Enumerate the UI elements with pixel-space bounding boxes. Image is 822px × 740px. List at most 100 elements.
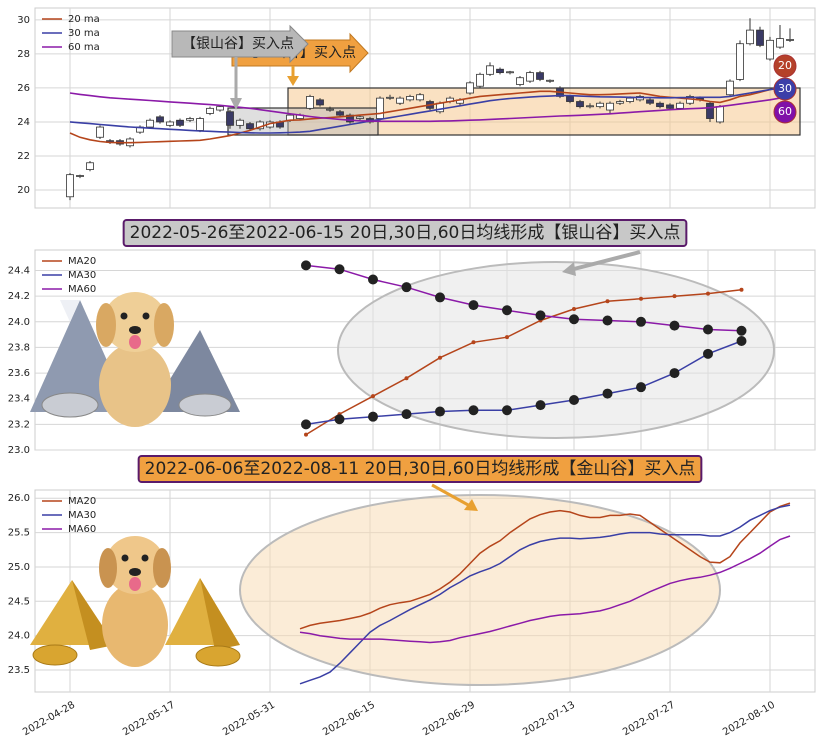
y-tick-label: 28 [17, 49, 30, 60]
y-tick-label: 25.0 [8, 562, 30, 573]
candle-body [406, 96, 414, 101]
ingot [195, 645, 241, 667]
point [401, 409, 412, 420]
y-tick-label: 24.2 [8, 291, 30, 302]
candle-body [666, 104, 674, 109]
dog-ear [96, 303, 116, 347]
candle-body [416, 94, 424, 101]
point [435, 406, 445, 417]
point [301, 419, 311, 430]
y-tick-label: 23.8 [8, 342, 30, 353]
ma-line [305, 288, 742, 436]
point [669, 320, 680, 331]
snow [60, 300, 80, 322]
y-tick-label: 23.4 [8, 394, 30, 405]
badge-label: 60 [778, 105, 792, 118]
candle-body [546, 79, 554, 82]
point [669, 368, 680, 379]
candle-body [736, 43, 744, 80]
y-tick-label: 22 [17, 151, 30, 162]
point [502, 305, 512, 316]
candle-body [186, 118, 194, 121]
ma-line [299, 535, 791, 644]
dog-eye [121, 554, 129, 562]
candle-body [656, 102, 664, 108]
candle-body [336, 111, 344, 116]
arrow-head [230, 98, 242, 110]
point [334, 264, 345, 275]
y-tick-label: 30 [17, 15, 30, 26]
candle-body [96, 126, 104, 138]
candle-body [216, 106, 224, 111]
y-tick-label: 23.2 [8, 419, 30, 430]
point [401, 282, 412, 293]
pyramid-side [200, 578, 240, 650]
candle-body [616, 101, 624, 104]
dog-tongue [129, 577, 141, 591]
point [605, 299, 610, 304]
point [569, 314, 579, 325]
highlight-ellipse [239, 494, 721, 686]
candle-body [436, 102, 444, 113]
ma-line [305, 340, 742, 426]
y-tick-label: 24.0 [8, 631, 30, 642]
data-layer [66, 18, 794, 685]
dog-eye [120, 312, 128, 320]
point [736, 325, 747, 336]
dog-ear [154, 303, 174, 347]
mountain [150, 330, 240, 412]
dog-eye [141, 554, 149, 562]
candle-body [236, 119, 244, 126]
candle-body [226, 111, 234, 126]
dog-nose [129, 568, 141, 576]
badge-label: 30 [778, 82, 792, 95]
point [636, 316, 646, 327]
ma-line [69, 86, 791, 134]
dog-body [99, 343, 171, 427]
candle-body [606, 102, 614, 111]
candle-body [786, 39, 794, 41]
dog-head [103, 292, 167, 352]
point [636, 382, 646, 393]
candle-body [166, 121, 174, 126]
ma-line [299, 504, 791, 685]
legend-label: MA20 [68, 496, 96, 507]
y-tick-label: 26.0 [8, 493, 30, 504]
point [301, 260, 311, 271]
candle-body [206, 107, 214, 114]
candle-body [356, 116, 364, 119]
candle-body [776, 38, 784, 48]
candle-body [506, 71, 514, 74]
candle-body [246, 123, 254, 130]
candle-body [746, 29, 754, 45]
dog-tongue [129, 335, 141, 349]
y-tick-label: 24.4 [8, 266, 30, 277]
point [334, 414, 345, 425]
legend-label: MA30 [68, 270, 96, 281]
candle-body [66, 174, 74, 198]
candle-body [486, 65, 494, 75]
ma-line [69, 92, 791, 123]
ma-line [305, 264, 742, 332]
panel-title: 2022-06-06至2022-08-11 20日,30日,60日均线形成【金山… [145, 459, 696, 479]
point [468, 300, 479, 311]
candle-body [626, 97, 634, 102]
candle-body [596, 102, 604, 108]
point [304, 432, 308, 437]
candle-body [496, 68, 504, 74]
badge-label: 20 [778, 59, 792, 72]
y-tick-label: 23.5 [8, 665, 30, 676]
point [371, 394, 375, 399]
dog-head [105, 536, 165, 594]
candle-body [766, 39, 774, 60]
candle-body [176, 119, 184, 126]
ma-line [299, 502, 791, 630]
candle-body [196, 118, 204, 131]
arrow-head [562, 262, 576, 276]
candle-body [156, 116, 164, 123]
candle-body [386, 96, 394, 99]
candle-body [716, 106, 724, 123]
candle-body [76, 175, 84, 177]
candle-body [396, 97, 404, 104]
